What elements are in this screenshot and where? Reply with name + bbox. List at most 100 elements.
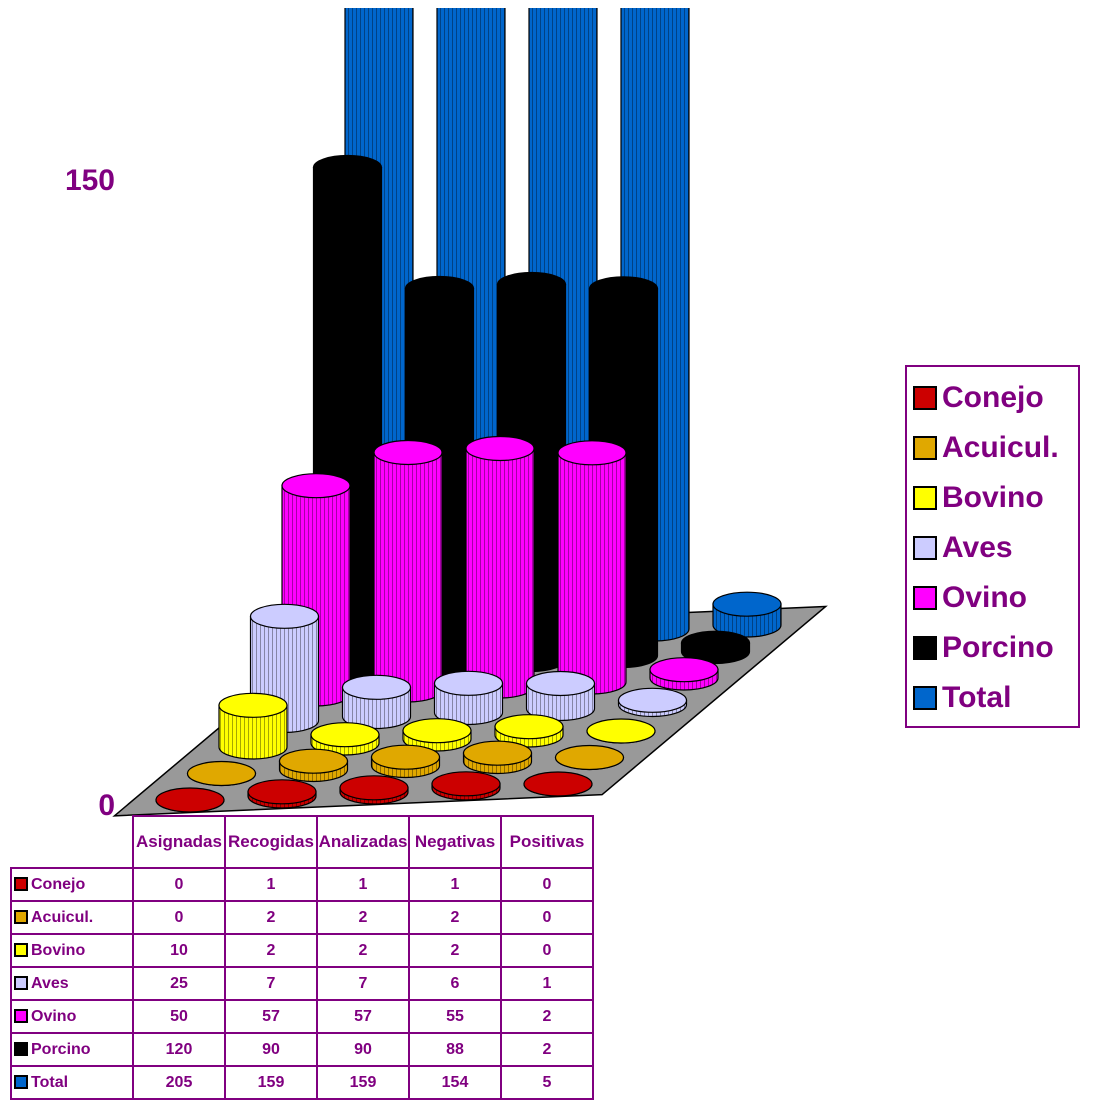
cylinder-shade xyxy=(219,705,287,759)
table-cell: 2 xyxy=(316,900,410,935)
cylinder-top xyxy=(496,271,567,298)
row-name: Bovino xyxy=(31,941,86,959)
cylinder xyxy=(247,779,317,809)
legend-label: Aves xyxy=(942,531,1013,564)
legend-item: Total xyxy=(913,673,1072,723)
corner xyxy=(11,816,133,868)
table-cell: 6 xyxy=(408,966,502,1001)
cylinder xyxy=(649,657,719,691)
row-swatch xyxy=(14,1041,28,1056)
table-cell: 57 xyxy=(316,999,410,1034)
table-cell: 2 xyxy=(224,933,318,968)
cylinder xyxy=(370,744,441,779)
cylinder xyxy=(557,440,627,695)
cylinder xyxy=(712,591,782,638)
table-cell: 0 xyxy=(132,900,226,935)
legend-item: Acuicul. xyxy=(913,423,1072,473)
legend-label: Bovino xyxy=(942,481,1044,514)
table-cell: 2 xyxy=(316,933,410,968)
cylinder-top xyxy=(341,674,412,700)
table-cell: 10 xyxy=(132,933,226,968)
table-row: Acuicul. 0 2 2 2 0 xyxy=(10,900,594,935)
legend-label: Total xyxy=(942,681,1012,714)
cylinder-top xyxy=(465,435,535,462)
row-label: Conejo xyxy=(10,867,134,902)
cylinder-top xyxy=(373,439,443,466)
cylinder xyxy=(278,748,349,783)
cylinder-shade xyxy=(558,452,626,694)
cylinder-top xyxy=(404,275,475,302)
cylinder xyxy=(462,740,533,775)
cylinder-shade xyxy=(466,448,534,698)
row-name: Ovino xyxy=(31,1007,77,1025)
cylinder-top xyxy=(680,630,751,656)
cylinder-top xyxy=(554,744,625,771)
row-label: Aves xyxy=(10,966,134,1001)
cylinder-top xyxy=(310,722,380,748)
row-name: Aves xyxy=(31,974,69,992)
cylinder xyxy=(554,744,625,771)
row-label: Total xyxy=(10,1065,134,1100)
table-cell: 2 xyxy=(408,933,502,968)
cylinder xyxy=(586,718,656,744)
table-cell: 1 xyxy=(316,867,410,902)
cylinder xyxy=(341,674,412,730)
y-tick-label: 0 xyxy=(98,789,115,822)
cylinder xyxy=(431,771,501,801)
cylinder-top xyxy=(312,154,383,181)
cylinder-top xyxy=(278,748,349,774)
cylinder-top xyxy=(649,657,719,683)
cylinder-shade xyxy=(374,452,442,702)
cylinder-top xyxy=(370,744,441,770)
cylinder-top xyxy=(186,760,257,787)
table-cell: 159 xyxy=(316,1065,410,1100)
row-swatch xyxy=(14,1008,28,1023)
legend-item: Conejo xyxy=(913,373,1072,423)
legend-label: Porcino xyxy=(942,631,1054,664)
legend-label: Ovino xyxy=(942,581,1028,614)
cylinder-top xyxy=(155,787,225,813)
column-header: Negativas xyxy=(408,815,502,869)
cylinder-top xyxy=(525,670,596,697)
table-row: Aves 25 7 7 6 1 xyxy=(10,966,594,1001)
cylinder-top xyxy=(494,714,564,740)
cylinder xyxy=(617,687,688,718)
table-row: Conejo 0 1 1 1 0 xyxy=(10,867,594,902)
cylinder-top xyxy=(247,779,317,805)
cylinder xyxy=(373,439,443,703)
y-tick-label: 150 xyxy=(65,164,115,197)
table-cell: 90 xyxy=(224,1032,318,1067)
header-row: Asignadas Recogidas Analizadas Negativas Pos… xyxy=(11,815,594,869)
cylinder-top xyxy=(402,718,472,744)
table-cell: 120 xyxy=(132,1032,226,1067)
row-swatch xyxy=(14,942,28,957)
cylinder xyxy=(186,760,257,787)
table-cell: 2 xyxy=(500,1032,594,1067)
table-cell: 55 xyxy=(408,999,502,1034)
cylinder-top xyxy=(462,740,533,766)
row-label: Porcino xyxy=(10,1032,134,1067)
table-cell: 2 xyxy=(500,999,594,1034)
cylinder-top xyxy=(617,687,688,713)
table-cell: 57 xyxy=(224,999,318,1034)
cylinder xyxy=(433,670,504,726)
row-swatch xyxy=(14,1074,28,1089)
table-row: Ovino 50 57 57 55 2 xyxy=(10,999,594,1034)
table-row: Porcino 120 90 90 88 2 xyxy=(10,1032,594,1067)
row-name: Porcino xyxy=(31,1040,91,1058)
column-header: Asignadas xyxy=(132,815,226,869)
legend-swatch xyxy=(913,386,937,410)
cylinder-top xyxy=(586,718,656,744)
legend-swatch xyxy=(913,486,937,510)
table-cell: 1 xyxy=(224,867,318,902)
cylinder-top xyxy=(557,440,627,466)
row-swatch xyxy=(14,975,28,990)
table-cell: 88 xyxy=(408,1032,502,1067)
table-cell: 0 xyxy=(500,900,594,935)
row-swatch xyxy=(14,876,28,891)
row-name: Acuicul. xyxy=(31,908,94,926)
cylinder-top xyxy=(433,670,504,696)
cylinder xyxy=(339,775,409,805)
table-cell: 1 xyxy=(408,867,502,902)
cylinder-top xyxy=(588,276,659,302)
